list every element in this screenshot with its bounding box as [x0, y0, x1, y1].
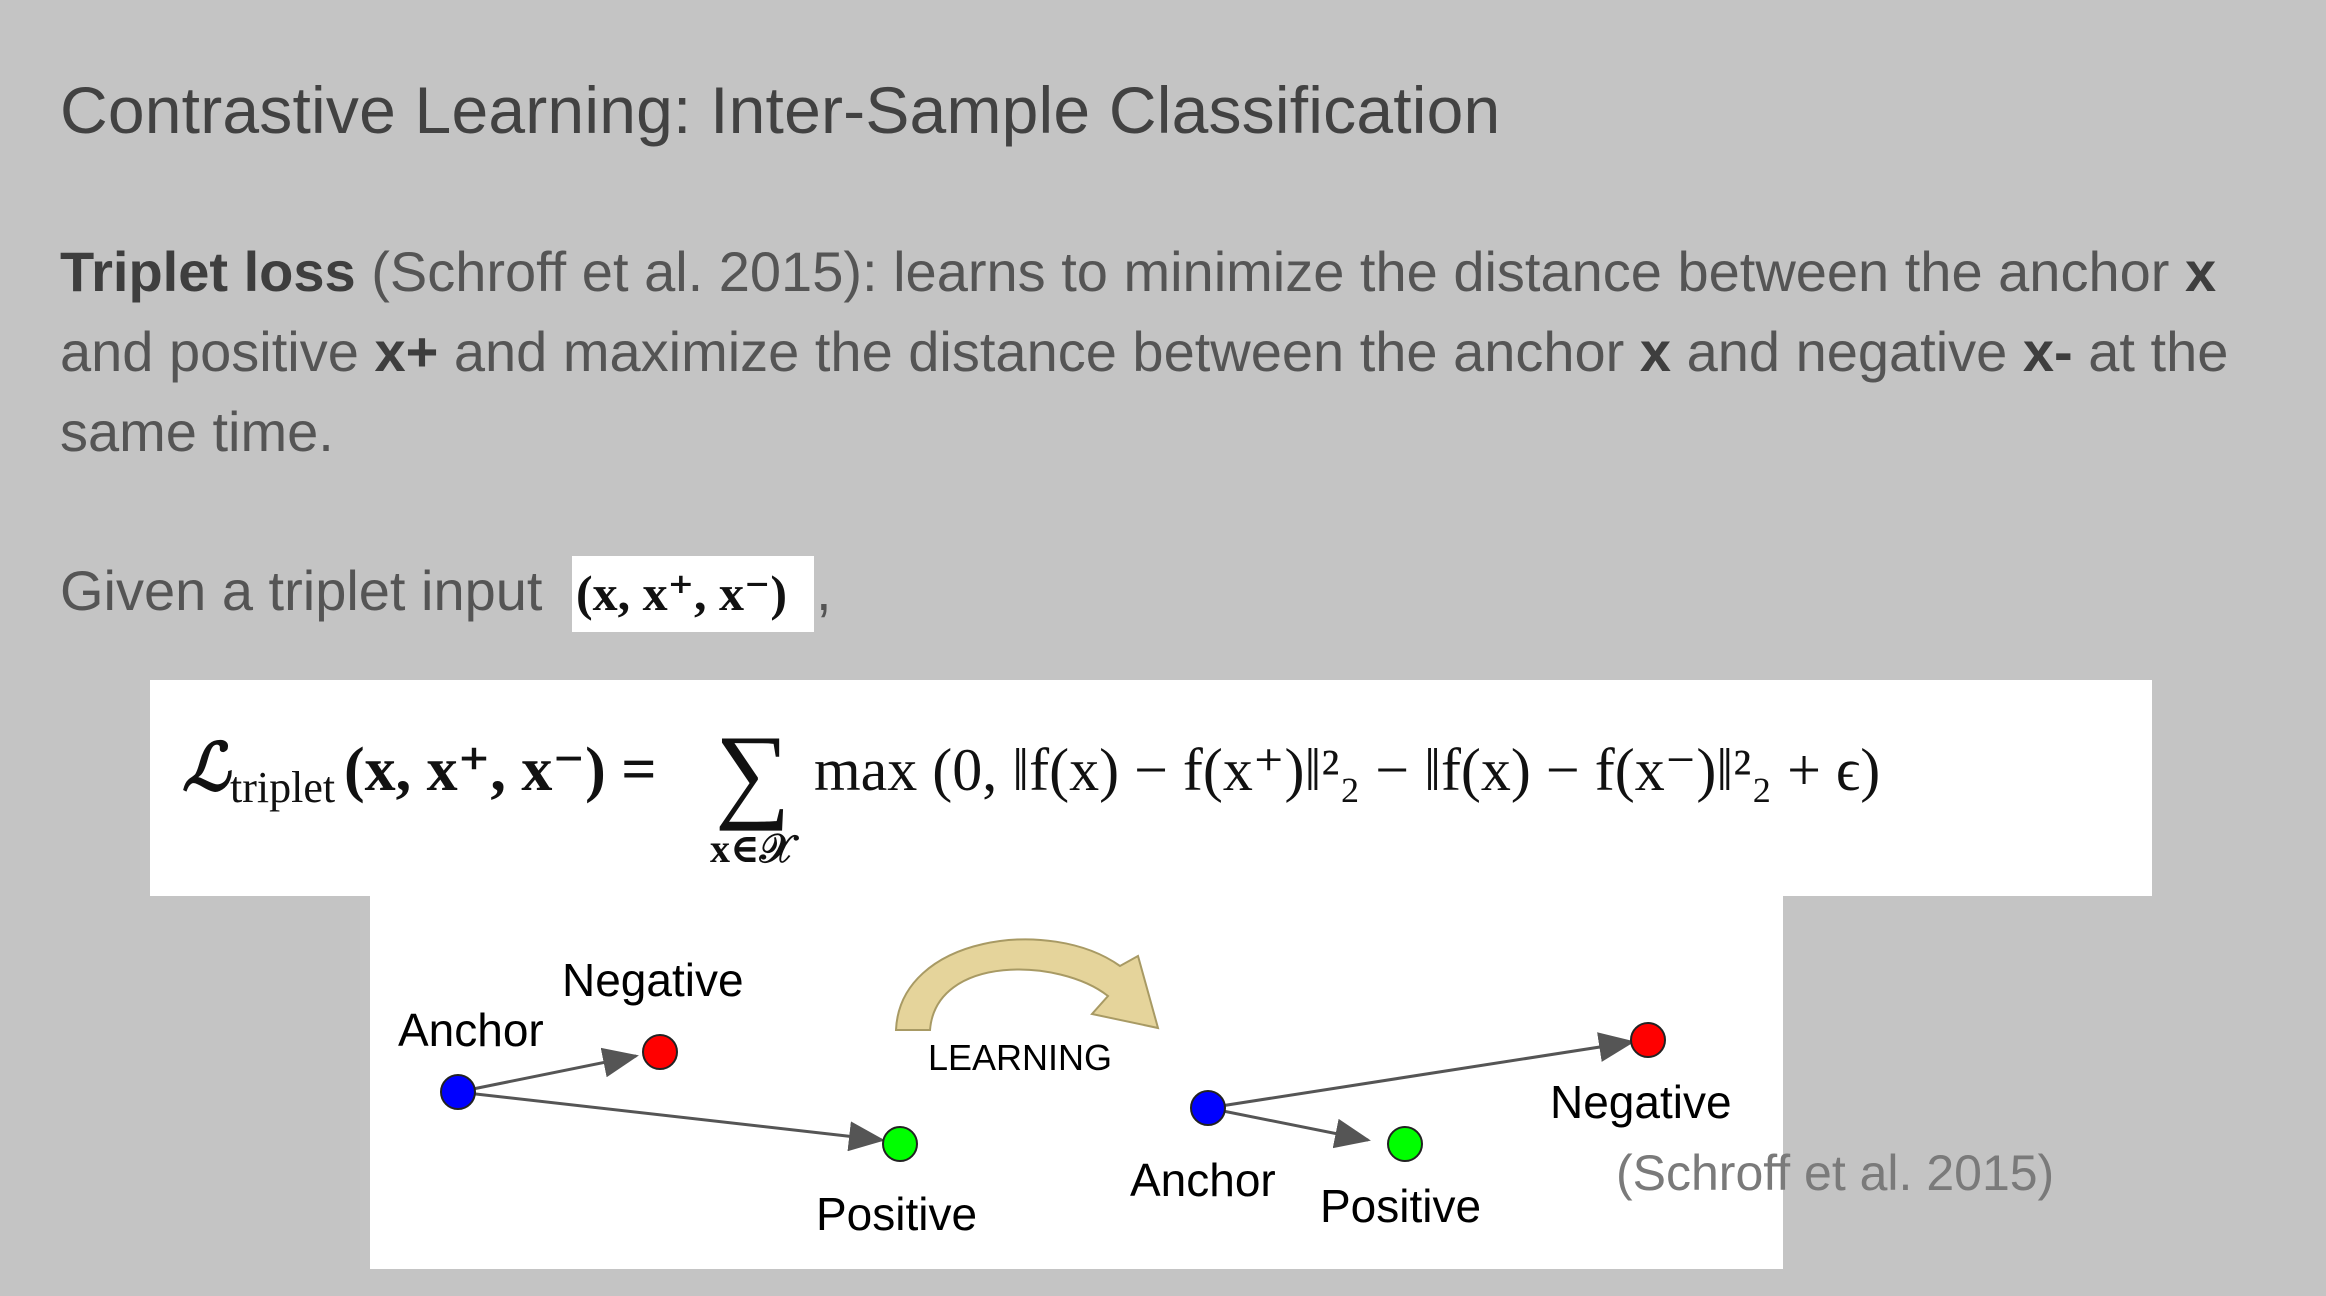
loss-subscript: triplet [230, 763, 335, 812]
desc-text-5: at the same time. [60, 320, 2229, 463]
triplet-loss-equation: ℒ triplet (x, x⁺, x⁻) = ∑ x∈𝒳 max (0, ‖f… [150, 680, 2152, 896]
learning-label: LEARNING [928, 1037, 1112, 1078]
positive-label-before: Positive [816, 1188, 977, 1240]
anchor-label-after: Anchor [1130, 1154, 1276, 1206]
max-expression: max (0, ‖f(x) − f(x⁺)‖²₂ − ‖f(x) − f(x⁻)… [814, 737, 1880, 803]
sum-subscript: x∈𝒳 [710, 826, 800, 871]
anchor-point-before [440, 1074, 476, 1110]
loss-symbol: ℒ [182, 732, 232, 805]
anchor-symbol-2: x [1639, 320, 1672, 383]
anchor-point-after [1190, 1090, 1226, 1126]
positive-label-after: Positive [1320, 1180, 1481, 1232]
negative-label-after: Negative [1550, 1076, 1732, 1128]
positive-point-before [882, 1126, 918, 1162]
triplet-figure-svg: Anchor Negative Positive LEARNING Anchor… [398, 938, 1732, 1240]
triplet-tuple-formula: (x, x⁺, x⁻) [576, 565, 787, 621]
anchor-symbol: x [2184, 240, 2217, 303]
sum-symbol: ∑ [715, 714, 791, 831]
loss-arguments: (x, x⁺, x⁻) = [344, 736, 657, 804]
anchor-to-negative-arrow-after [1207, 1032, 1635, 1110]
anchor-to-positive-arrow-before [457, 1090, 885, 1152]
desc-text-3: and maximize the distance between the an… [438, 320, 1640, 383]
desc-text-2: and positive [60, 320, 375, 383]
negative-symbol: x- [2022, 320, 2073, 383]
learning-arrow-icon [894, 938, 1160, 1031]
given-comma: , [816, 559, 832, 622]
anchor-to-positive-arrow-after [1207, 1106, 1371, 1149]
negative-point-after [1630, 1022, 1666, 1058]
desc-text-4: and negative [1671, 320, 2023, 383]
equation-svg: ℒ triplet (x, x⁺, x⁻) = ∑ x∈𝒳 max (0, ‖f… [182, 714, 1880, 871]
given-text: Given a triplet input [60, 559, 543, 622]
figure-citation: (Schroff et al. 2015) [1616, 1145, 2055, 1201]
desc-text-1: (Schroff et al. 2015): learns to minimiz… [355, 240, 2185, 303]
slide-title: Contrastive Learning: Inter-Sample Class… [60, 73, 1501, 147]
anchor-to-negative-arrow-before [457, 1047, 639, 1094]
negative-point-before [642, 1034, 678, 1070]
positive-symbol: x+ [374, 320, 439, 383]
anchor-label-before: Anchor [398, 1004, 544, 1056]
triplet-figure: Anchor Negative Positive LEARNING Anchor… [370, 896, 1783, 1269]
positive-point-after [1387, 1126, 1423, 1162]
negative-label-before: Negative [562, 954, 744, 1006]
triplet-loss-description: Triplet loss (Schroff et al. 2015): lear… [60, 232, 2290, 472]
triplet-tuple-text: (x, x⁺, x⁻) [576, 565, 787, 621]
triplet-tuple-box: (x, x⁺, x⁻) [572, 556, 814, 632]
triplet-loss-term: Triplet loss [60, 240, 356, 303]
